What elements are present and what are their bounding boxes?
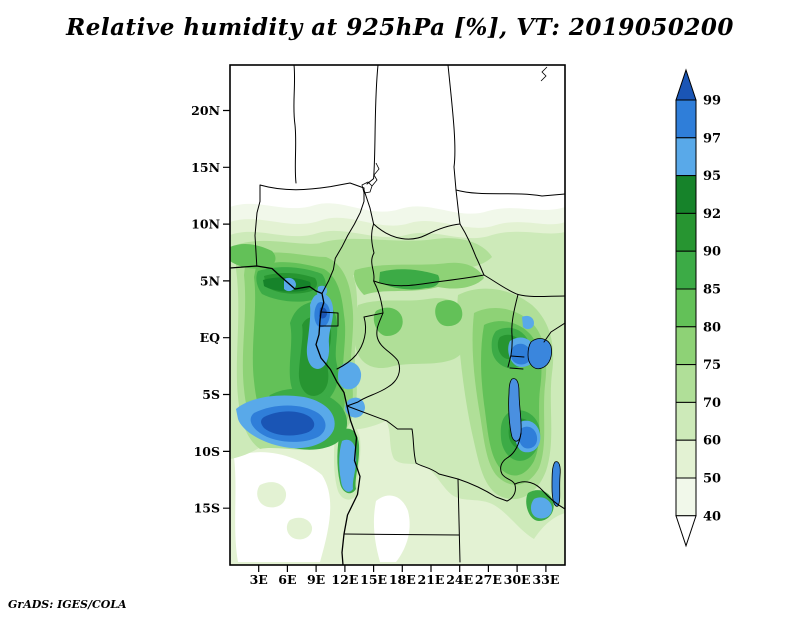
river-nile [540, 66, 548, 82]
rh-contour-gt-99 [261, 411, 315, 436]
rh-contour-97-99 [518, 426, 538, 449]
rh-contour-80-85 [373, 307, 403, 336]
colorbar-segment [675, 401, 697, 441]
x-axis-label: 24E [446, 572, 473, 587]
border-gabon-congo [336, 316, 367, 370]
colorbar-level-label: 95 [703, 169, 721, 184]
rh-contour-97-99 [510, 343, 532, 365]
border-angola-namibia [343, 533, 460, 536]
colorbar-level-label: 50 [703, 472, 721, 487]
x-axis-label: 30E [504, 572, 531, 587]
rh-contour-95-97 [522, 315, 534, 330]
lake-malawi [551, 461, 561, 507]
rh-contour-85-90 [379, 269, 440, 290]
coastline [230, 265, 361, 565]
border-congo-drc-river [346, 312, 401, 407]
border-cameroon-car [371, 223, 384, 314]
colorbar-segment [675, 212, 697, 252]
lake-tanganyika [508, 378, 522, 442]
y-axis-label: 20N [191, 103, 220, 118]
colorbar-segment [675, 175, 697, 214]
colorbar-segment [675, 477, 697, 517]
border-nigeria-cameroon [321, 189, 365, 294]
border-sudan-east [455, 189, 565, 197]
border-angola-zambia-vertical [457, 478, 461, 563]
border-chad-sudan [447, 65, 461, 225]
plot-title: Relative humidity at 925hPa [%], VT: 201… [66, 14, 734, 41]
colorbar-arrow-bottom [675, 515, 697, 548]
border-drc-angola-zambia [346, 405, 508, 502]
rh-contour-95-97 [338, 362, 362, 390]
border-niger-chad [366, 65, 379, 185]
rh-contour-95-97 [339, 439, 357, 492]
colorbar-segment [675, 364, 697, 403]
grads-credit: GrADS: IGES/COLA [8, 598, 127, 611]
border-equatorial-guinea [319, 311, 339, 327]
colorbar-level-label: 85 [703, 283, 721, 298]
x-axis-label: 27E [475, 572, 502, 587]
colorbar-level-label: 92 [703, 207, 721, 222]
border-drc-rift-north [507, 294, 519, 368]
lake-victoria [527, 338, 552, 370]
border-car-ssudan [459, 223, 485, 276]
colorbar-level-label: 99 [703, 94, 721, 109]
x-axis-label: 12E [331, 572, 358, 587]
x-axis-label: 3E [250, 572, 268, 587]
rh-contour-95-97 [530, 497, 553, 519]
colorbar-level-label: 75 [703, 358, 721, 373]
colorbar: 99 97 95 92 90 85 80 75 70 60 50 40 [675, 68, 721, 548]
dry-pocket-center [373, 495, 410, 562]
x-axis-label: 18E [389, 572, 416, 587]
rh-contour-80-85 [435, 300, 463, 327]
border-car-south [373, 274, 485, 287]
x-axis-label: 6E [278, 572, 296, 587]
y-axis-label: 10S [194, 444, 220, 459]
colorbar-level-label: 60 [703, 434, 721, 449]
y-axis-label: 15S [194, 501, 220, 516]
pale-speckle [257, 482, 287, 508]
rh-contour-80-85 [230, 244, 276, 269]
colorbar-segment [675, 439, 697, 479]
y-axis-label: 10N [191, 217, 220, 232]
border-tanzania-zambia [514, 481, 565, 510]
y-axis-tick-marks [223, 109, 230, 509]
border-benin-nigeria-niger [254, 182, 365, 267]
border-rwanda [510, 355, 525, 358]
colorbar-level-label: 97 [703, 131, 721, 146]
x-axis-label: 21E [418, 572, 445, 587]
y-axis-label: 5N [200, 273, 220, 288]
rh-contour-95-97 [345, 397, 365, 418]
colorbar-segment [675, 99, 697, 139]
border-cameroon-gabon [363, 312, 384, 318]
border-niger-west [293, 65, 297, 184]
colorbar-segment [675, 137, 697, 177]
colorbar-segment [675, 250, 697, 290]
border-kenya-tanzania [543, 322, 565, 343]
x-axis-tick-marks [258, 565, 547, 572]
colorbar-level-label: 40 [703, 509, 721, 524]
y-axis-label: EQ [200, 330, 221, 345]
border-drc-rift-south [500, 432, 522, 502]
colorbar-level-label: 70 [703, 396, 721, 411]
x-axis-label: 15E [360, 572, 387, 587]
colorbar-level-label: 80 [703, 320, 721, 335]
y-axis-label: 15N [191, 160, 220, 175]
border-burundi [509, 367, 524, 370]
x-axis-label: 9E [307, 572, 325, 587]
y-axis-label: 5S [202, 387, 220, 402]
colorbar-level-label: 90 [703, 245, 721, 260]
colorbar-segment [675, 288, 697, 328]
colorbar-arrow-top [675, 68, 697, 101]
border-chad-car [363, 189, 461, 240]
pale-speckle [286, 517, 313, 540]
map-plot-area [230, 65, 565, 565]
map-frame [229, 64, 566, 566]
x-axis-label: 33E [532, 572, 559, 587]
colorbar-segment [675, 326, 697, 366]
